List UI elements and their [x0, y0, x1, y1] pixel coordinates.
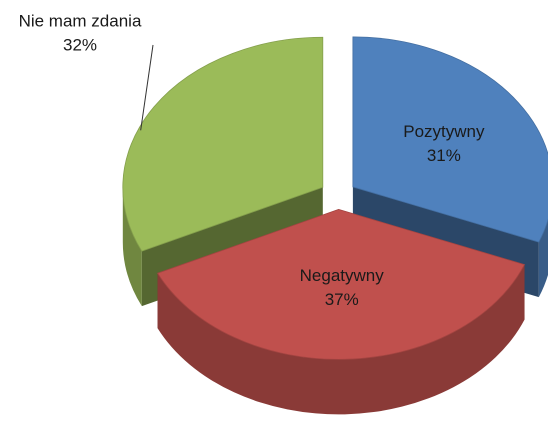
value-label: 32%: [63, 35, 97, 54]
slice: [122, 36, 324, 252]
category-label: Negatywny: [300, 266, 385, 285]
data-label: Negatywny 37%: [300, 266, 385, 309]
value-label: 31%: [427, 146, 461, 165]
category-label: Pozytywny: [403, 122, 485, 141]
leader-line: [140, 44, 154, 131]
slice: [352, 36, 548, 243]
slice-wall: [122, 187, 142, 307]
slice-wall: [157, 264, 525, 415]
data-label: Pozytywny 31%: [403, 122, 485, 165]
slice-wall: [538, 219, 548, 298]
slice: [156, 208, 526, 360]
category-label: Nie mam zdania: [19, 12, 142, 31]
value-label: 37%: [325, 290, 359, 309]
data-label: Nie mam zdania 32%: [19, 12, 142, 55]
